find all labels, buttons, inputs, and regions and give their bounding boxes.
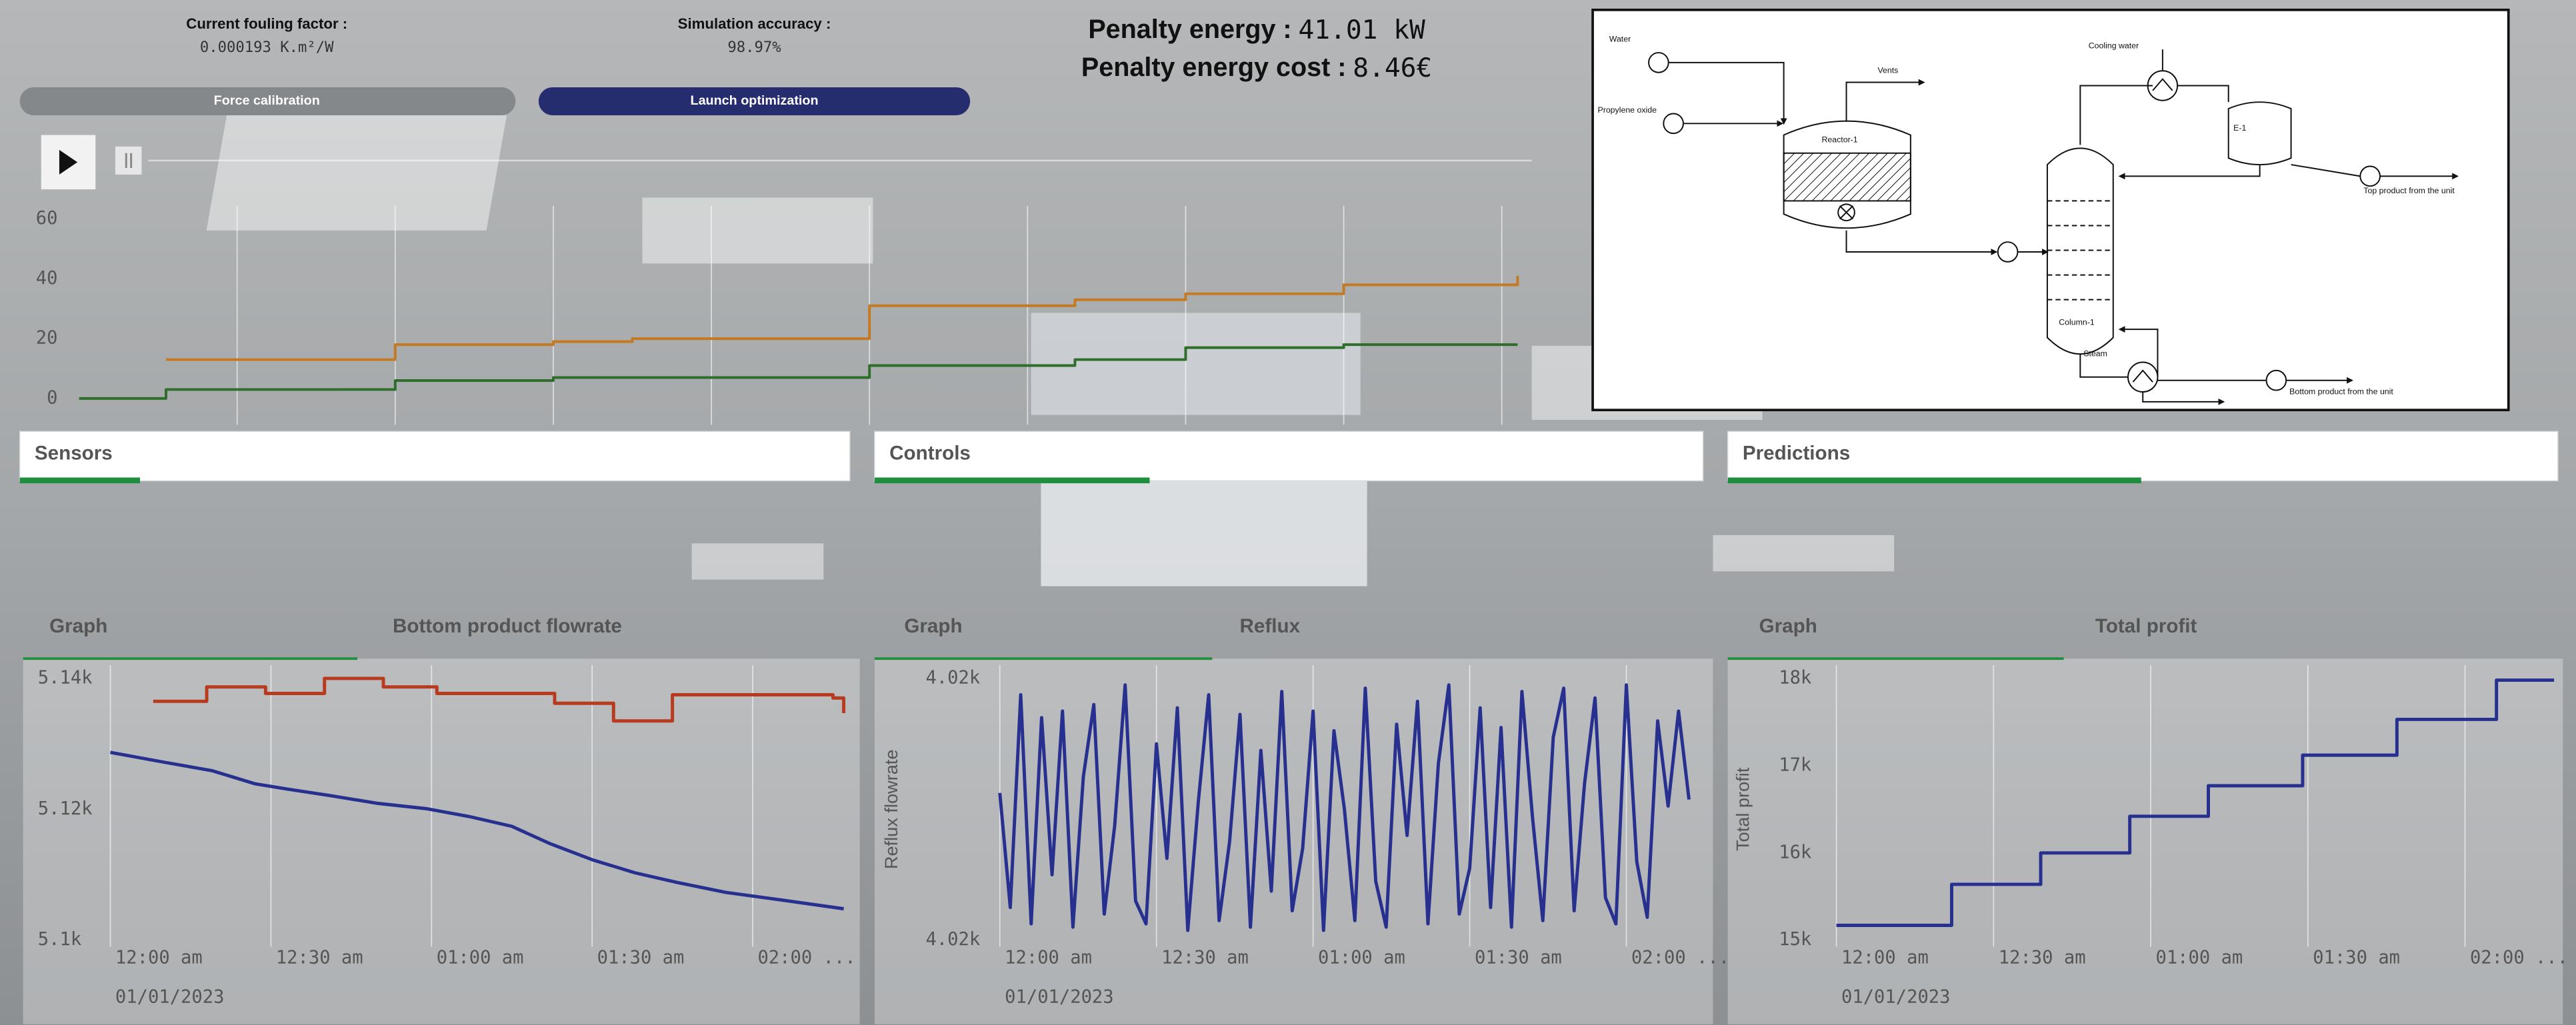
tab[interactable]: Predictions [1728, 431, 2558, 483]
y-tick-label: 5.1k [38, 929, 81, 950]
tab-progress [20, 477, 140, 483]
penalty-energy: Penalty energy :41.01 kW [1088, 14, 1425, 45]
y-tick-label: 18k [1779, 667, 1811, 688]
tab[interactable]: Sensors [20, 431, 850, 483]
y-tick-label: 40 [36, 268, 58, 289]
penalty-cost: Penalty energy cost :8.46€ [1081, 52, 1432, 83]
pause-bg [115, 147, 142, 175]
x-tick-label: 02:00 ... [757, 947, 855, 968]
light [1713, 535, 1894, 571]
light [692, 543, 824, 579]
x-tick-label: 01:30 am [2313, 947, 2400, 968]
light [643, 197, 873, 263]
diagram-frame [1593, 10, 2509, 410]
fouling-value: 0.000193 K.m²/W [200, 39, 334, 56]
reactor-bed [1784, 153, 1911, 201]
pause-bar [130, 153, 132, 168]
x-tick-label: 02:00 ... [1631, 947, 1729, 968]
y-tick-label: 16k [1779, 842, 1811, 862]
x-tick-label: 12:30 am [276, 947, 363, 968]
diagram-label: Reactor-1 [1821, 135, 1857, 144]
chart-title: Bottom product flowrate [393, 615, 622, 637]
penalty-cost-label: Penalty energy cost : [1081, 53, 1346, 82]
tab-progress [875, 477, 1150, 483]
y-tick-label: 60 [36, 208, 58, 229]
x-tick-label: 12:30 am [1999, 947, 2086, 968]
x-tick-label: 01:00 am [1318, 947, 1405, 968]
process-diagram: Water Propylene oxide Vents Reactor-1 Co… [1593, 10, 2509, 410]
penalty-energy-value: 41.01 kW [1298, 14, 1425, 45]
diagram-label: Steam [2083, 349, 2107, 358]
y-tick-label: 5.14k [38, 667, 93, 688]
button-label: Force calibration [214, 93, 320, 108]
date-label: 01/01/2023 [115, 987, 224, 1008]
x-tick-label: 01:00 am [2155, 947, 2243, 968]
x-tick-label: 01:00 am [437, 947, 524, 968]
dashboard: Current fouling factor : 0.000193 K.m²/W… [0, 0, 2576, 1025]
launch-optimization-button[interactable]: Launch optimization [539, 87, 970, 115]
accuracy-label: Simulation accuracy : [678, 15, 831, 32]
x-tick-label: 12:30 am [1161, 947, 1249, 968]
diagram-label: Vents [1877, 66, 1898, 75]
x-tick-label: 12:00 am [1005, 947, 1092, 968]
date-label: 01/01/2023 [1005, 987, 1113, 1008]
diagram-label: Cooling water [2089, 41, 2139, 50]
date-label: 01/01/2023 [1841, 987, 1950, 1008]
y-tick-label: 15k [1779, 929, 1811, 950]
chart-title: Total profit [2095, 615, 2197, 637]
chart-panel [23, 658, 860, 1024]
tab-label: Predictions [1743, 443, 1850, 465]
x-tick-label: 12:00 am [1841, 947, 1929, 968]
tab-label: Sensors [35, 443, 113, 465]
y-axis-title: Reflux flowrate [881, 750, 901, 870]
tab-bg [1728, 431, 2558, 481]
y-tick-label: 20 [36, 328, 58, 349]
diagram-label: Propylene oxide [1597, 105, 1657, 115]
y-axis-title: Total profit [1733, 767, 1753, 851]
tab-bg [875, 431, 1703, 481]
x-tick-label: 12:00 am [115, 947, 203, 968]
x-tick-label: 01:30 am [1475, 947, 1562, 968]
diagram-label: Top product from the unit [2363, 186, 2455, 195]
chart-panel [1728, 658, 2563, 1024]
y-tick-label: 5.12k [38, 798, 93, 819]
tab-bg [20, 431, 850, 481]
y-tick-label: 0 [47, 387, 57, 408]
diagram-label: Water [1609, 35, 1631, 44]
y-tick-label: 4.02k [925, 929, 980, 950]
screen [1031, 313, 1361, 415]
play-button[interactable] [41, 135, 96, 190]
chart-title: Reflux [1240, 615, 1301, 637]
y-tick-label: 17k [1779, 754, 1811, 775]
pause-button[interactable] [115, 147, 142, 175]
chart-tab: Graph [49, 615, 107, 637]
diagram-label: Column-1 [2059, 318, 2095, 327]
penalty-cost-value: 8.46€ [1353, 52, 1432, 83]
tab-label: Controls [889, 443, 971, 465]
chart-tab: Graph [904, 615, 962, 637]
accuracy-value: 98.97% [727, 39, 781, 56]
light [207, 115, 507, 231]
chart-tab: Graph [1759, 615, 1817, 637]
screen [1041, 481, 1367, 586]
force-calibration-button[interactable]: Force calibration [20, 87, 516, 115]
fouling-label: Current fouling factor : [186, 15, 347, 32]
diagram-label: E-1 [2233, 123, 2246, 133]
diagram-label: Bottom product from the unit [2289, 387, 2393, 396]
tab-progress [1728, 477, 2141, 483]
x-tick-label: 02:00 ... [2470, 947, 2568, 968]
y-tick-label: 4.02k [925, 667, 980, 688]
pause-bar [125, 153, 127, 168]
button-label: Launch optimization [691, 93, 819, 108]
x-tick-label: 01:30 am [597, 947, 685, 968]
penalty-energy-label: Penalty energy : [1088, 15, 1291, 44]
page: Current fouling factor : 0.000193 K.m²/W… [0, 0, 2576, 1025]
tab[interactable]: Controls [875, 431, 1703, 483]
